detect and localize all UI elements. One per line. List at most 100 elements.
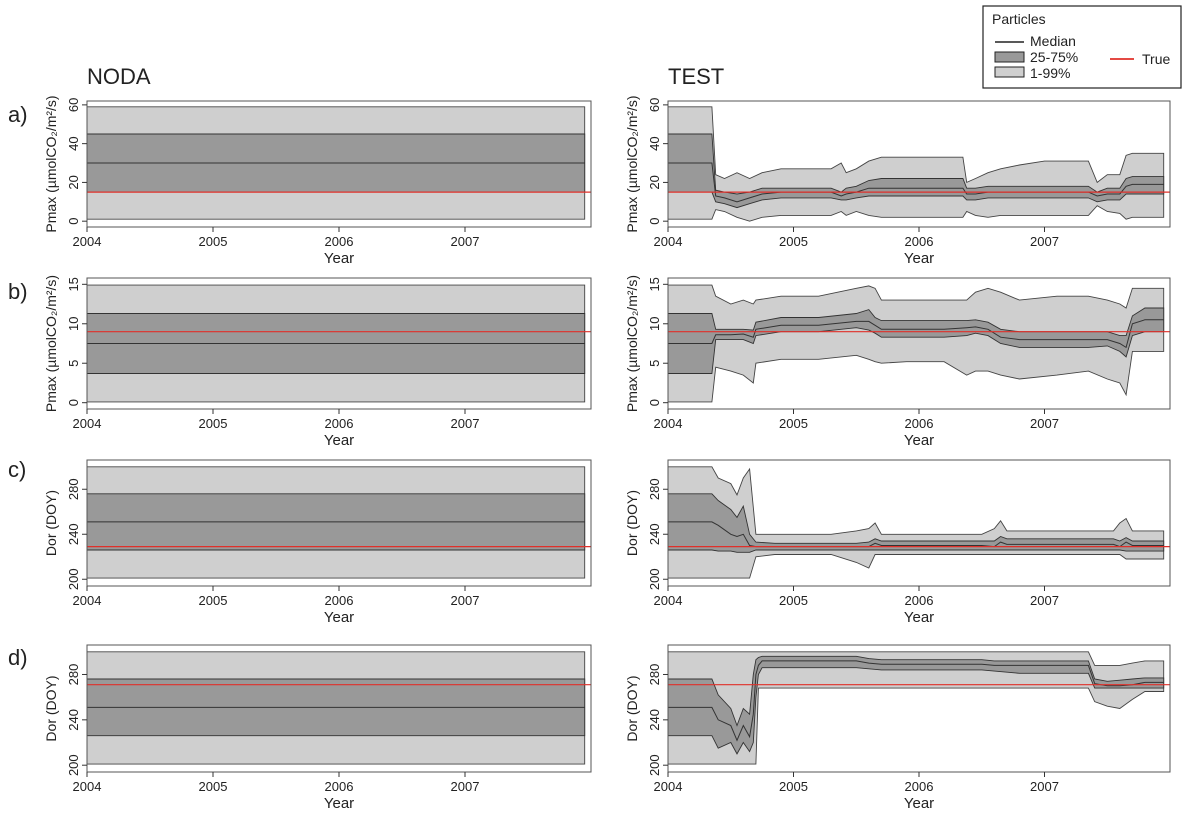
chart-c-test-ytick-label-240: 240 [647,523,662,545]
chart-c-test-xlabel: Year [904,609,934,626]
chart-b-noda-ytick-label-5: 5 [66,360,81,367]
chart-c-test-xtick-label-2007: 2007 [1030,593,1059,608]
chart-d-noda-xlabel: Year [324,795,354,812]
chart-a-test-median-line [668,162,1164,203]
chart-a-test-band-25-75 [667,133,1165,209]
chart-b-test-xtick-label-2004: 2004 [654,416,683,431]
chart-b-test-median-line [668,319,1164,349]
chart-d-test-xtick-label-2006: 2006 [905,779,934,794]
chart-d-test-band-1-99 [667,651,1165,765]
chart-d-noda-xtick-label-2004: 2004 [73,779,102,794]
chart-c-test-median-line [668,521,1164,548]
chart-a-noda-xtick-label-2006: 2006 [325,234,354,249]
chart-b-noda-xtick-label-2007: 2007 [451,416,480,431]
column-title-test: TEST [668,64,724,89]
chart-a-noda: 2004 2005 2006 2007 0 20 40 60 Year Pmax (µmolCO₂… [43,95,592,267]
chart-b-noda-xtick-label-2004: 2004 [73,416,102,431]
chart-c-noda-ylabel: Dor (DOY) [43,490,59,556]
chart-c-noda-xtick-label-2004: 2004 [73,593,102,608]
chart-c-test-xtick-label-2004: 2004 [654,593,683,608]
chart-a-test-xtick-label-2007: 2007 [1030,234,1059,249]
chart-a-noda-xtick-label-2007: 2007 [451,234,480,249]
column-title-noda: NODA [87,64,151,89]
chart-c-test: 2004 2005 2006 2007 200 240 280 Year Dor (DOY) [624,459,1171,626]
chart-a-noda-ylabel: Pmax (µmolCO₂/m²/s) [43,95,59,232]
chart-c-test-xtick-label-2006: 2006 [905,593,934,608]
chart-b-test-ytick-label-0: 0 [647,399,662,406]
chart-d-noda: 2004 2005 2006 2007 200 240 280 Year Dor (DOY) [43,644,592,812]
chart-a-test-ytick-label-60: 60 [647,98,662,112]
chart-d-noda-ylabel: Dor (DOY) [43,675,59,741]
chart-b-test-xlabel: Year [904,432,934,449]
chart-d-test-band-25-75 [667,655,1165,755]
chart-a-test-ylabel: Pmax (µmolCO₂/m²/s) [624,95,640,232]
chart-d-test-xtick-label-2007: 2007 [1030,779,1059,794]
chart-d-noda-xtick-label-2006: 2006 [325,779,354,794]
chart-c-test-xtick-label-2005: 2005 [779,593,808,608]
chart-d-noda-xtick-label-2007: 2007 [451,779,480,794]
chart-b-noda-ytick-label-10: 10 [66,317,81,331]
chart-a-noda-ytick-label-0: 0 [66,218,81,225]
panel-letter-d: d) [8,645,28,670]
chart-b-noda-xtick-label-2005: 2005 [199,416,228,431]
chart-a-test-xtick-label-2005: 2005 [779,234,808,249]
legend-range-label: 1-99% [1030,65,1070,81]
panel-letter-a: a) [8,102,28,127]
chart-a-noda-xtick-label-2004: 2004 [73,234,102,249]
chart-b-test-ytick-label-10: 10 [647,317,662,331]
chart-c-noda-xtick-label-2006: 2006 [325,593,354,608]
chart-a-test-ytick-label-20: 20 [647,175,662,189]
chart-b-test-band-1-99 [667,284,1165,403]
chart-d-noda-xtick-label-2005: 2005 [199,779,228,794]
panel-letter-b: b) [8,279,28,304]
chart-a-test-ytick-label-40: 40 [647,136,662,150]
chart-d-test-xtick-label-2005: 2005 [779,779,808,794]
chart-b-test-ytick-label-5: 5 [647,360,662,367]
chart-b-noda-ylabel: Pmax (µmolCO₂/m²/s) [43,275,59,412]
chart-c-noda-xtick-label-2005: 2005 [199,593,228,608]
chart-c-test-ylabel: Dor (DOY) [624,490,640,556]
chart-a-test-xtick-label-2006: 2006 [905,234,934,249]
legend-range-swatch [994,66,1025,78]
chart-b-noda: 2004 2005 2006 2007 0 5 10 15 Year Pmax (µmolCO₂/… [43,275,592,449]
chart-a-test: 2004 2005 2006 2007 0 20 40 60 Year Pmax (µmolCO₂… [624,95,1171,267]
chart-d-test-ytick-label-240: 240 [647,709,662,731]
chart-b-noda-xtick-label-2006: 2006 [325,416,354,431]
chart-b-test-ytick-label-15: 15 [647,277,662,291]
chart-c-noda-xlabel: Year [324,609,354,626]
chart-c-noda-xtick-label-2007: 2007 [451,593,480,608]
chart-c-noda-ytick-label-280: 280 [66,478,81,500]
chart-a-noda-xtick-label-2005: 2005 [199,234,228,249]
chart-a-noda-ytick-label-20: 20 [66,175,81,189]
chart-c-test-ytick-label-200: 200 [647,568,662,590]
chart-d-test-ytick-label-280: 280 [647,664,662,686]
chart-d-test-xlabel: Year [904,795,934,812]
legend: Particles Median 25-75% 1-99% True [982,5,1182,89]
chart-a-test-xtick-label-2004: 2004 [654,234,683,249]
chart-c-noda-ytick-label-240: 240 [66,523,81,545]
chart-d-test-xtick-label-2004: 2004 [654,779,683,794]
legend-true-label: True [1142,51,1170,67]
legend-iqr-label: 25-75% [1030,49,1078,65]
chart-d-test-ytick-label-200: 200 [647,754,662,776]
chart-b-noda-ytick-label-0: 0 [66,399,81,406]
legend-median-label: Median [1030,33,1076,49]
chart-d-noda-ytick-label-280: 280 [66,664,81,686]
chart-c-noda-ytick-label-200: 200 [66,568,81,590]
chart-d-test-ylabel: Dor (DOY) [624,675,640,741]
chart-c-test-ytick-label-280: 280 [647,478,662,500]
chart-a-test-ytick-label-0: 0 [647,218,662,225]
chart-b-noda-xlabel: Year [324,432,354,449]
legend-title: Particles [992,11,1046,27]
chart-b-test: 2004 2005 2006 2007 0 5 10 15 Year Pmax (µmolCO₂/… [624,275,1171,449]
chart-d-noda-ytick-label-240: 240 [66,709,81,731]
chart-b-noda-ytick-label-15: 15 [66,277,81,291]
chart-b-test-ylabel: Pmax (µmolCO₂/m²/s) [624,275,640,412]
chart-a-noda-xlabel: Year [324,250,354,267]
chart-a-noda-ytick-label-60: 60 [66,98,81,112]
chart-c-noda: 2004 2005 2006 2007 200 240 280 Year Dor (DOY) [43,459,592,626]
chart-a-test-xlabel: Year [904,250,934,267]
chart-a-noda-ytick-label-40: 40 [66,136,81,150]
